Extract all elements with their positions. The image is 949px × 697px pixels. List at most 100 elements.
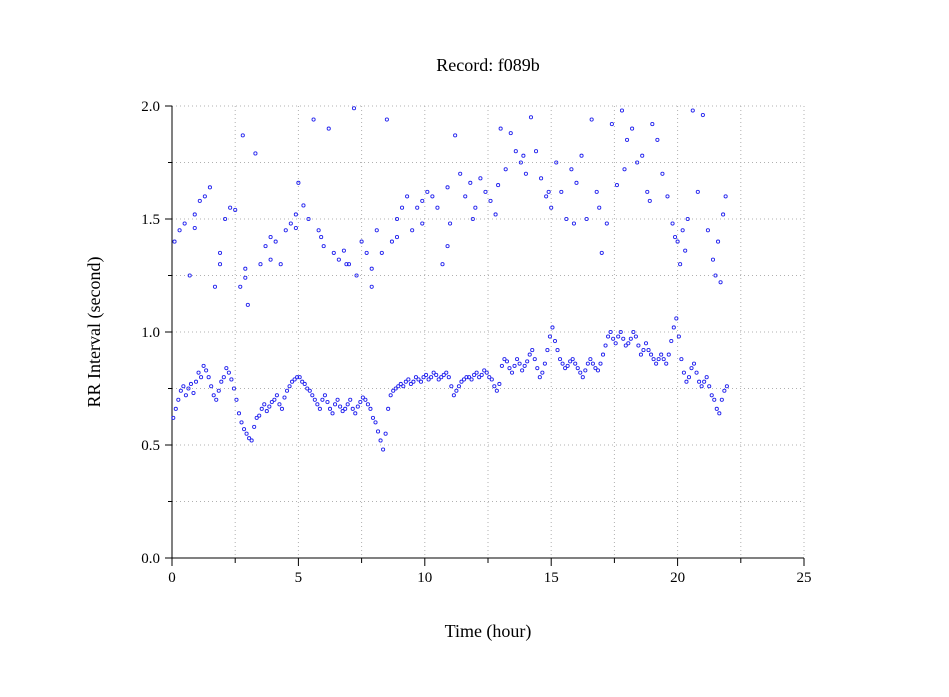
data-point: [544, 194, 549, 199]
data-point: [685, 216, 690, 222]
data-point: [178, 388, 183, 393]
data-point: [656, 357, 661, 362]
data-point: [243, 266, 248, 271]
data-point: [207, 185, 212, 190]
data-point: [532, 357, 537, 362]
data-point: [654, 361, 659, 366]
data-point: [578, 370, 583, 375]
data-point: [675, 239, 680, 244]
data-point: [293, 212, 298, 217]
data-point: [288, 221, 293, 226]
data-point: [690, 108, 695, 113]
data-point: [466, 375, 472, 380]
data-point: [316, 228, 321, 233]
data-point: [523, 171, 528, 176]
data-point: [570, 357, 575, 362]
data-point: [327, 406, 333, 411]
data-point: [274, 393, 279, 398]
data-point: [310, 393, 315, 398]
data-point: [676, 334, 681, 339]
data-point: [440, 262, 445, 267]
data-point: [712, 397, 717, 402]
data-point: [463, 194, 468, 199]
data-point: [231, 386, 236, 391]
data-point: [257, 413, 262, 418]
data-point: [247, 436, 252, 441]
data-point: [537, 375, 542, 380]
data-point: [477, 375, 482, 380]
data-point: [418, 379, 424, 384]
data-point: [559, 189, 564, 194]
data-point: [583, 368, 588, 373]
data-point: [494, 388, 499, 393]
data-point: [515, 357, 520, 362]
data-point: [482, 368, 487, 373]
x-axis-ticks: 0 5 10 15 20 25: [168, 558, 812, 586]
data-point: [473, 205, 478, 210]
data-point: [391, 388, 396, 393]
data-point: [520, 368, 525, 373]
data-point: [555, 348, 560, 353]
data-point: [664, 361, 669, 366]
data-point: [545, 348, 550, 353]
data-point: [331, 250, 336, 255]
data-point: [369, 266, 374, 271]
x-axis-title: Time (hour): [445, 621, 532, 642]
data-point: [197, 198, 202, 203]
data-point: [284, 388, 290, 393]
data-point: [710, 257, 716, 262]
data-point: [236, 411, 242, 416]
data-point: [188, 381, 194, 387]
data-point: [723, 194, 728, 199]
data-point: [405, 194, 410, 199]
y-axis-ticks: 0.0 0.5 1.0 1.5 2.0: [141, 99, 172, 567]
data-point: [384, 117, 389, 122]
data-point: [431, 370, 436, 375]
data-point: [351, 106, 357, 111]
data-point: [542, 361, 547, 366]
data-point: [311, 117, 316, 122]
data-point: [714, 406, 719, 411]
data-point: [702, 379, 707, 384]
data-point: [353, 411, 358, 416]
data-point: [647, 198, 652, 203]
data-point: [264, 409, 269, 414]
data-point: [446, 375, 451, 380]
data-point: [420, 221, 425, 226]
data-point: [626, 341, 631, 346]
data-point: [560, 361, 565, 366]
data-point: [721, 212, 726, 217]
y-tick-label: 1.5: [141, 212, 160, 228]
data-point: [549, 205, 554, 210]
data-point: [241, 427, 247, 432]
data-point: [479, 372, 484, 377]
data-point: [449, 384, 454, 389]
grid-lines: [172, 105, 805, 558]
data-point: [527, 352, 532, 357]
data-point: [204, 368, 209, 373]
data-point: [557, 357, 563, 362]
data-point: [388, 393, 393, 398]
data-point: [359, 239, 364, 244]
data-point: [713, 273, 718, 278]
data-point: [345, 402, 350, 407]
data-point: [709, 393, 714, 398]
data-point: [317, 406, 322, 411]
data-point: [699, 384, 704, 389]
data-point: [521, 153, 526, 158]
data-point: [611, 336, 616, 341]
data-point: [429, 375, 434, 380]
data-point: [565, 363, 570, 368]
data-point: [224, 366, 229, 371]
data-point: [608, 329, 613, 335]
data-point: [290, 379, 295, 384]
data-point: [343, 406, 348, 411]
data-point: [575, 366, 580, 371]
data-point: [287, 384, 292, 389]
data-point: [259, 406, 264, 411]
data-point: [326, 126, 331, 131]
data-point: [201, 363, 206, 368]
data-point: [691, 361, 697, 366]
data-point: [679, 357, 684, 362]
data-point: [464, 375, 469, 380]
